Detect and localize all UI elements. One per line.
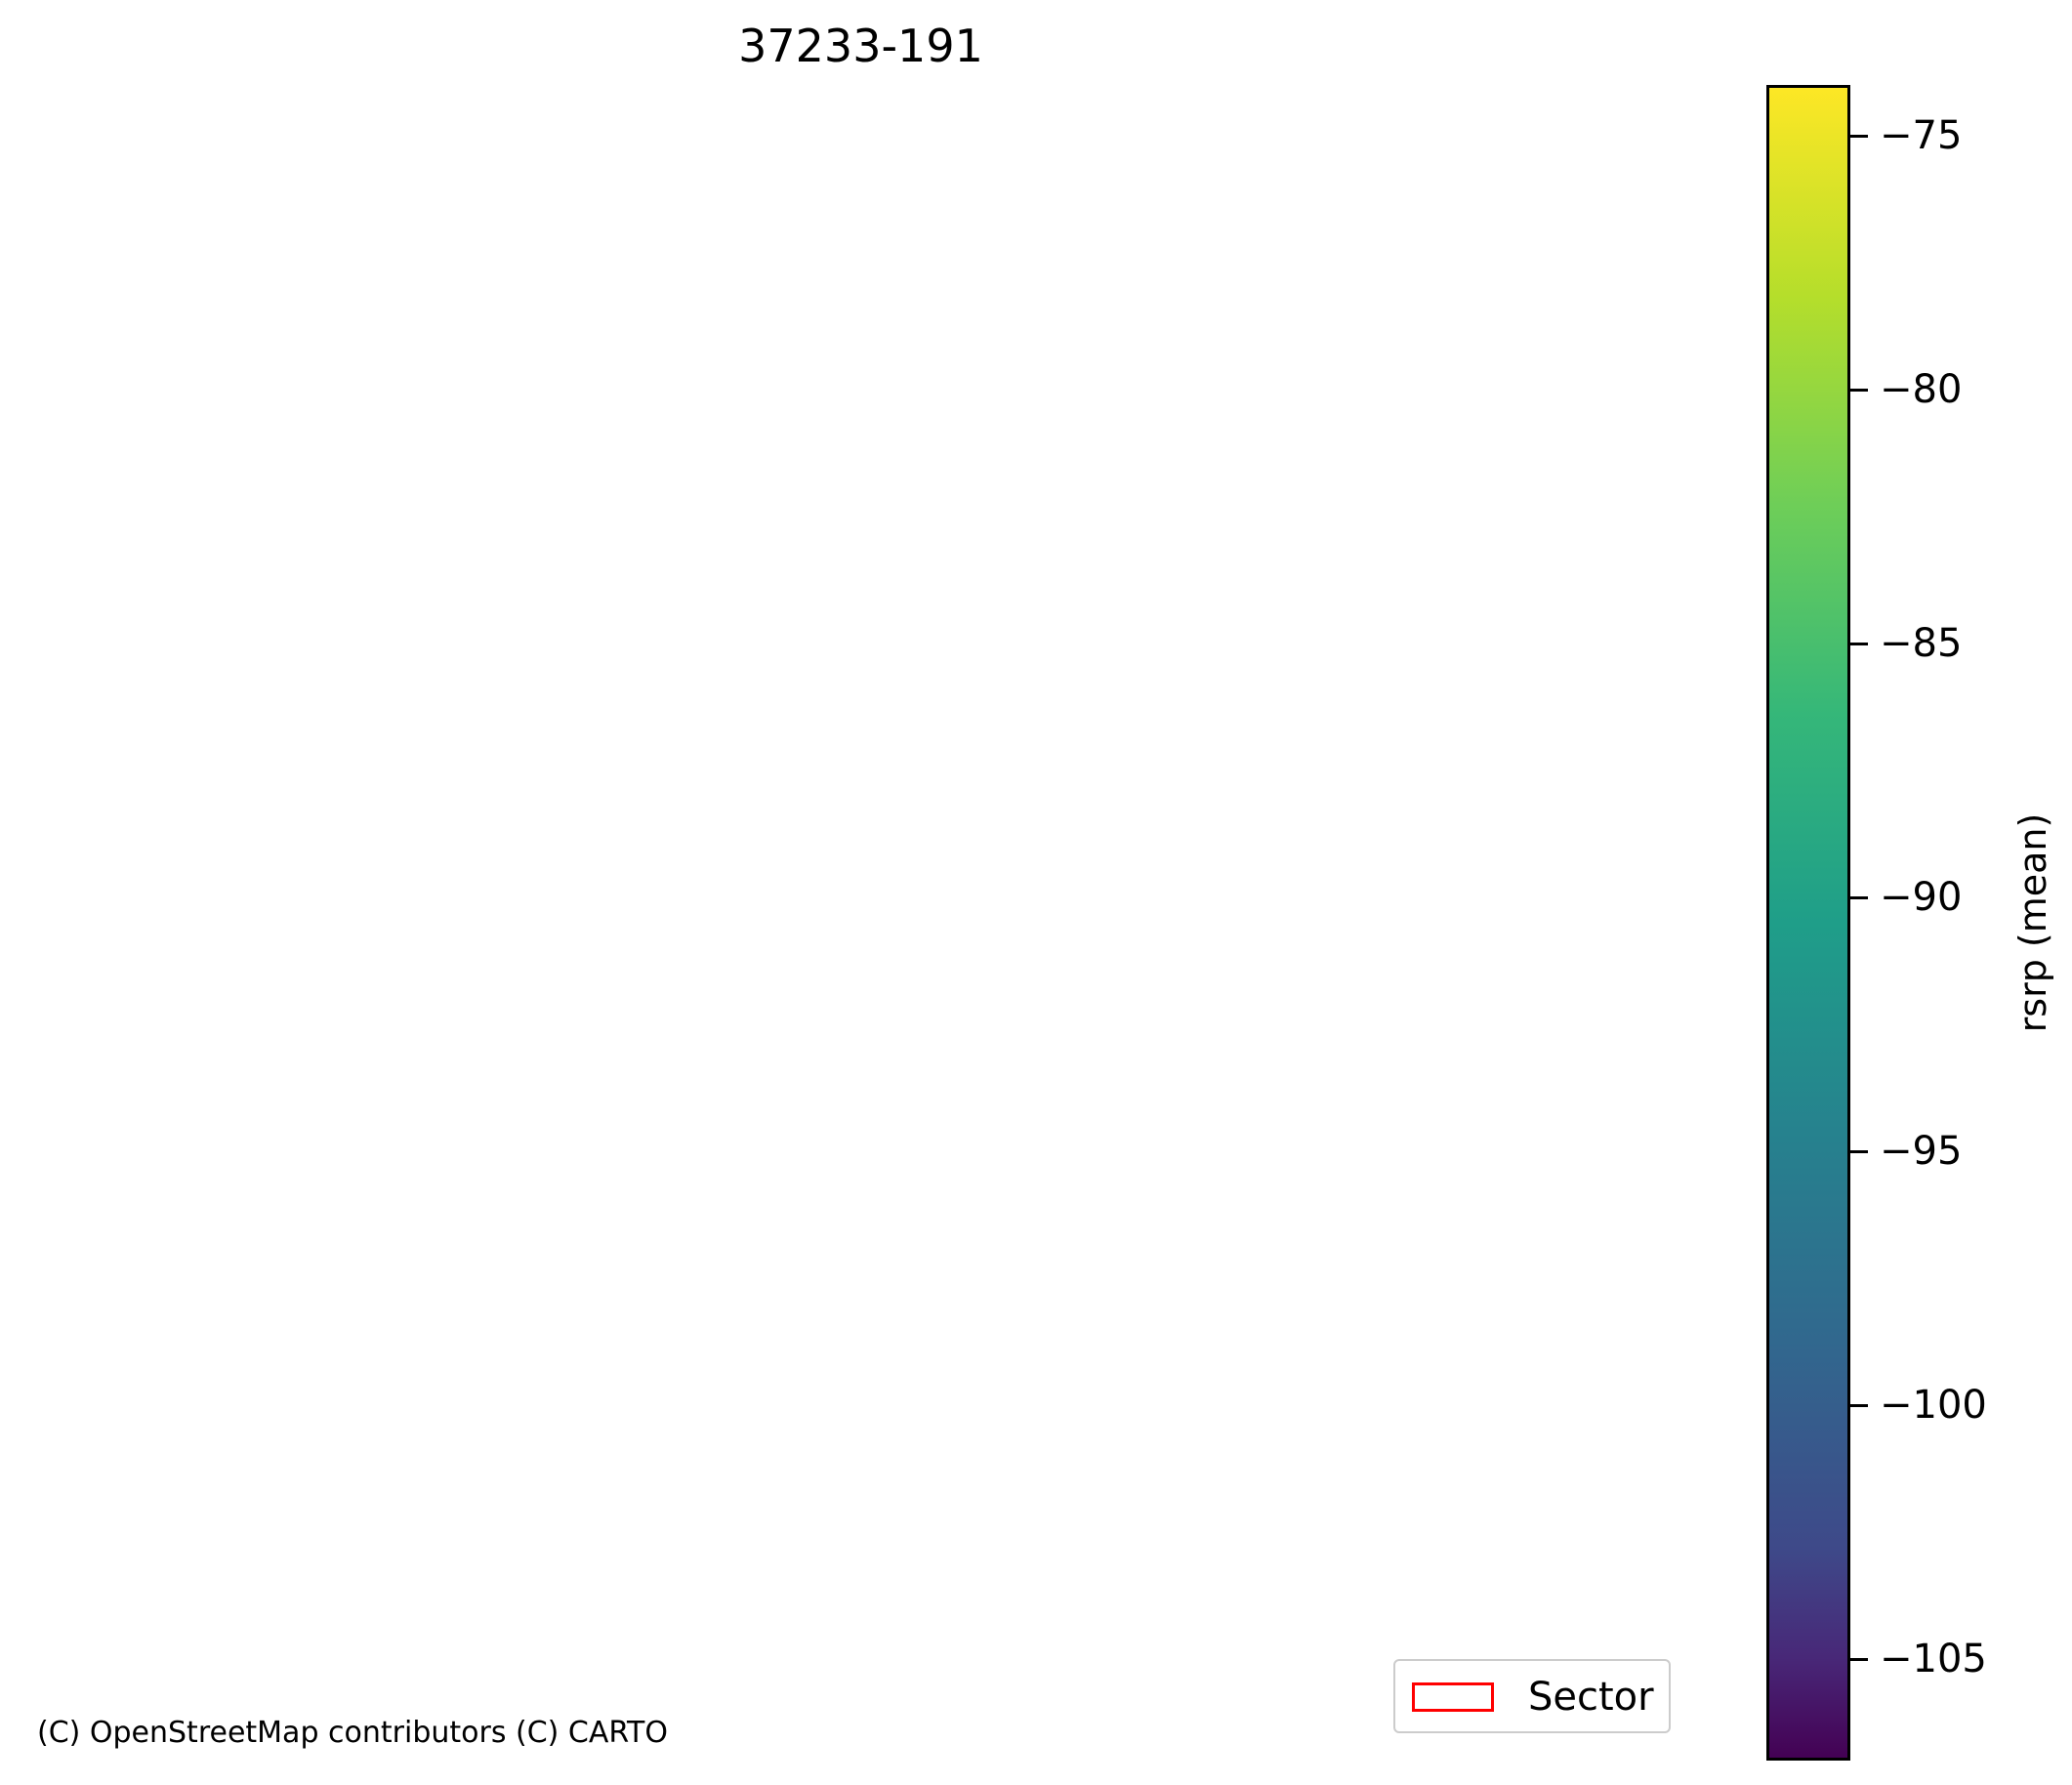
- colorbar-tick: [1850, 1149, 1868, 1153]
- colorbar-tick: [1850, 642, 1868, 645]
- colorbar-tick: [1850, 1403, 1868, 1407]
- colorbar-tick: [1850, 1657, 1868, 1661]
- colorbar: [1766, 85, 1850, 1761]
- map-legend: Sector: [1393, 1659, 1671, 1733]
- sector-legend-label: Sector: [1528, 1675, 1654, 1720]
- colorbar-tick-label: −75: [1880, 113, 1963, 158]
- sector-legend-swatch: [1412, 1682, 1494, 1712]
- map-attribution: (C) OpenStreetMap contributors (C) CARTO: [37, 1716, 668, 1750]
- colorbar-tick-label: −100: [1880, 1383, 1987, 1428]
- colorbar-tick: [1850, 388, 1868, 392]
- colorbar-tick-label: −85: [1880, 621, 1963, 666]
- colorbar-tick: [1850, 895, 1868, 899]
- colorbar-tick-label: −80: [1880, 367, 1963, 412]
- map-area[interactable]: [20, 86, 1719, 1765]
- colorbar-tick: [1850, 134, 1868, 138]
- colorbar-tick-label: −105: [1880, 1637, 1987, 1681]
- map-title: 37233-191: [738, 20, 983, 72]
- colorbar-tick-label: −90: [1880, 875, 1963, 920]
- colorbar-tick-label: −95: [1880, 1129, 1963, 1174]
- colorbar-label: rsrp (mean): [2011, 812, 2054, 1033]
